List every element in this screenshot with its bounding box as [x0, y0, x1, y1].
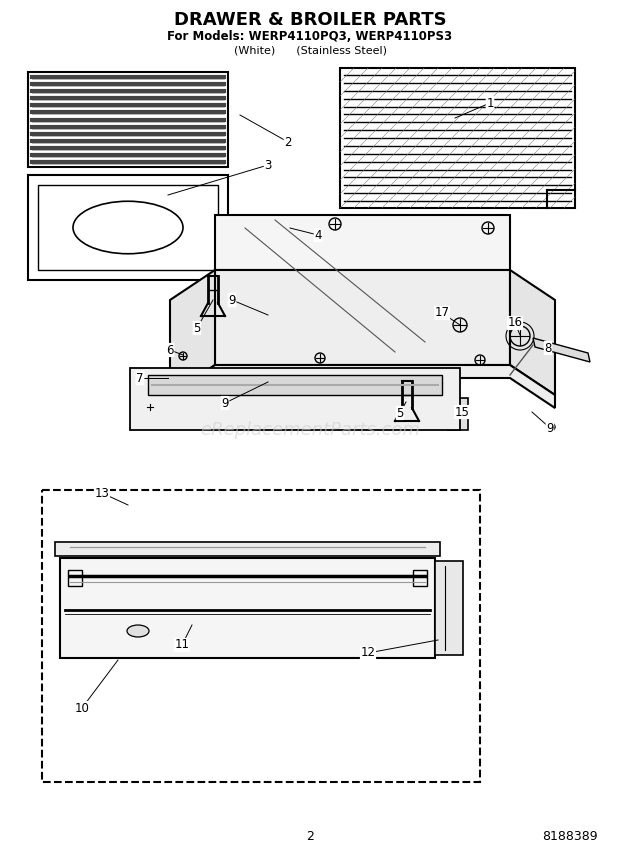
- Text: 7: 7: [136, 372, 144, 384]
- Text: 5: 5: [396, 407, 404, 419]
- Text: 16: 16: [508, 317, 523, 330]
- Text: DRAWER & BROILER PARTS: DRAWER & BROILER PARTS: [174, 11, 446, 29]
- Text: 9: 9: [228, 294, 236, 306]
- Ellipse shape: [127, 625, 149, 637]
- Text: 2: 2: [284, 135, 292, 148]
- Bar: [60, 558, 435, 658]
- Text: 9: 9: [546, 421, 554, 435]
- Bar: [130, 368, 460, 430]
- Bar: [435, 561, 463, 655]
- Bar: [413, 570, 427, 586]
- Bar: [340, 68, 575, 208]
- Bar: [55, 542, 440, 556]
- Text: 12: 12: [360, 646, 376, 659]
- Polygon shape: [170, 365, 555, 408]
- Text: 8188389: 8188389: [542, 829, 598, 842]
- Text: 4: 4: [314, 229, 322, 241]
- Polygon shape: [170, 270, 215, 395]
- Text: 13: 13: [95, 486, 110, 500]
- Text: 15: 15: [454, 406, 469, 419]
- Polygon shape: [215, 215, 510, 270]
- Text: 10: 10: [74, 702, 89, 715]
- Text: 2: 2: [306, 829, 314, 842]
- Polygon shape: [215, 270, 510, 365]
- Text: eReplacementParts.com: eReplacementParts.com: [200, 421, 420, 439]
- Polygon shape: [533, 338, 590, 362]
- Bar: [38, 185, 218, 270]
- Text: 11: 11: [174, 639, 190, 651]
- Text: 6: 6: [166, 343, 174, 356]
- Text: 17: 17: [435, 306, 449, 319]
- Bar: [28, 72, 228, 167]
- Bar: [68, 570, 82, 586]
- Text: 1: 1: [486, 97, 494, 110]
- Text: For Models: WERP4110PQ3, WERP4110PS3: For Models: WERP4110PQ3, WERP4110PS3: [167, 29, 453, 43]
- Text: 5: 5: [193, 322, 201, 335]
- Bar: [28, 175, 228, 280]
- Text: (White)      (Stainless Steel): (White) (Stainless Steel): [234, 45, 386, 55]
- Bar: [42, 490, 480, 782]
- Text: 9: 9: [221, 396, 229, 409]
- Text: 8: 8: [544, 342, 552, 354]
- Bar: [148, 375, 442, 395]
- Polygon shape: [510, 270, 555, 395]
- Text: 3: 3: [264, 158, 272, 171]
- Bar: [448, 398, 468, 430]
